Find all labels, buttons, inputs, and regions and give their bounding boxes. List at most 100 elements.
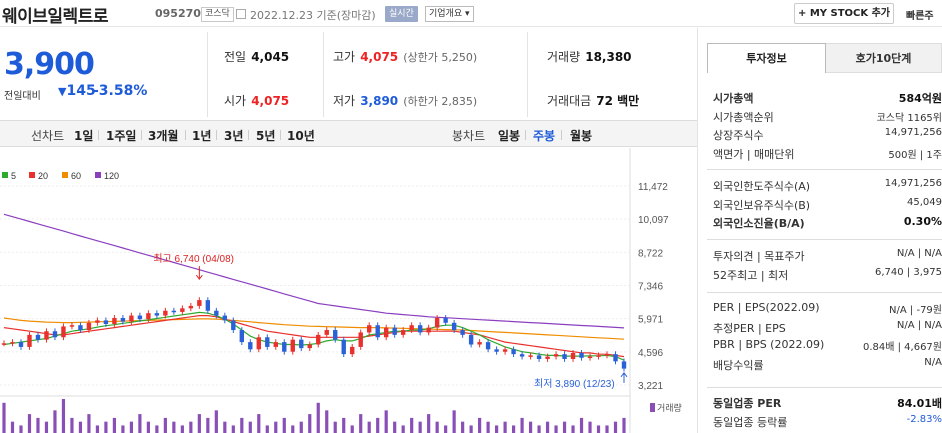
period-3y[interactable]: 3년 [224,129,244,143]
volume-bar [384,410,388,433]
volume-bar [469,425,473,433]
candle-body [316,334,321,345]
section-divider [707,169,942,170]
info-key: 배당수익률 [713,358,764,372]
volume-bar [53,410,57,433]
volume-bar [257,414,261,433]
candle-body [519,354,525,357]
info-row: 동일업종 PER 84.01배 [713,393,942,412]
info-key: 외국인소진율(B/A) [713,217,805,230]
section-divider [707,387,942,388]
section-divider [707,292,942,293]
volume-bar [197,414,201,433]
candle-body [604,354,610,356]
period-5y[interactable]: 5년 [256,129,276,143]
candle-body [154,313,160,316]
volume-bar [180,425,184,433]
info-key: 시가총액 [713,92,754,105]
info-key: 투자의견 | 목표주가 [713,250,805,263]
volume-bar [367,421,371,433]
y-tick-label: 8,722 [638,248,663,259]
candle-body [44,331,49,340]
info-key: 상장주식수 [713,129,764,142]
volume-bar [393,421,397,433]
period-10y[interactable]: 10년 [287,129,315,143]
period-1d[interactable]: 1일 [74,129,94,143]
candle-body [621,361,627,369]
info-key: PBR | BPS (2022.09) [713,338,825,351]
volume-bar [333,421,337,433]
low-arrow-head [620,372,628,378]
candle-body [112,317,117,325]
candle-body [434,317,440,328]
candle-chart-label: 봉차트 [452,129,486,143]
candle-body [35,334,41,340]
volume-bar [19,425,23,433]
candle-body [400,330,406,335]
stock-name: 웨이브일렉트로 [2,7,108,27]
candle-body [137,315,143,320]
candle-body [375,325,380,338]
candle-body [443,317,448,323]
volume-bar [511,425,516,433]
volume-bar [214,410,218,433]
info-value: N/A [924,356,942,368]
volume-bar [486,421,490,433]
candle-body [95,320,100,323]
info-row: 투자의견 | 목표주가 N/A | N/A [713,246,942,265]
candle-body [562,354,567,359]
period-1w[interactable]: 1주일 [106,129,137,143]
candle-body [350,346,355,355]
volume-bar [44,421,49,433]
volume-bar [545,421,550,433]
volume-bar [478,417,482,433]
divider [207,32,208,117]
candle-body [426,327,431,333]
info-key: 동일업종 등락률 [713,415,788,429]
candle-body [579,352,584,358]
tab-investment-info[interactable]: 투자정보 [707,43,826,73]
candle-body [367,325,372,333]
calendar-icon [236,9,246,19]
candle-monthly[interactable]: 월봉 [570,129,593,143]
volume-label: 거래량 [657,402,682,413]
add-mystock-button[interactable]: + MY STOCK 추가 [794,3,894,24]
info-value: 0.30% [903,215,942,228]
volume-bar [554,425,558,433]
candle-body [146,313,151,320]
candle-body [392,327,397,335]
volume-bar [61,399,66,433]
volume-bar [325,410,329,433]
candle-body [570,352,576,359]
period-3m[interactable]: 3개월 [148,129,179,143]
volume-bar [503,421,507,433]
volume-bar [282,417,286,433]
volume-bar [27,414,32,433]
price-chart[interactable]: 11,472 10,097 8,722 7,346 5,971 4,596 3,221 5 20… [0,148,697,433]
info-key: 시가총액순위 [713,110,774,124]
quick-menu[interactable]: 빠른주 [906,11,934,22]
info-value: 0.84배 | 4,667원 [862,342,942,353]
tab-order-book[interactable]: 호가10단계 [826,43,942,73]
info-row: 배당수익률 N/A [713,355,942,374]
volume-bar [316,402,320,433]
candle-body [163,310,168,316]
realtime-button[interactable]: 실시간 [385,6,418,22]
stock-code: 095270 [155,7,201,20]
volume-bar [410,417,414,433]
volume: 거래량 18,380 [547,50,632,64]
volume-bar [596,425,601,433]
candle-daily[interactable]: 일봉 [498,129,521,143]
info-row: 외국인한도주식수(A) 14,971,256 [713,176,942,195]
candle-body [180,308,185,312]
candle-body [290,339,295,352]
candle-weekly[interactable]: 주봉 [533,129,556,143]
info-key: 외국인보유주식수(B) [713,198,811,212]
period-1y[interactable]: 1년 [192,129,212,143]
volume-bar [350,425,354,433]
info-value: 코스닥 1165위 [876,112,942,124]
info-key: PER | EPS(2022.09) [713,301,820,314]
candle-body [214,310,219,316]
volume-bar [588,421,592,433]
corp-info-dropdown[interactable]: 기업개요 ▾ [425,6,474,22]
